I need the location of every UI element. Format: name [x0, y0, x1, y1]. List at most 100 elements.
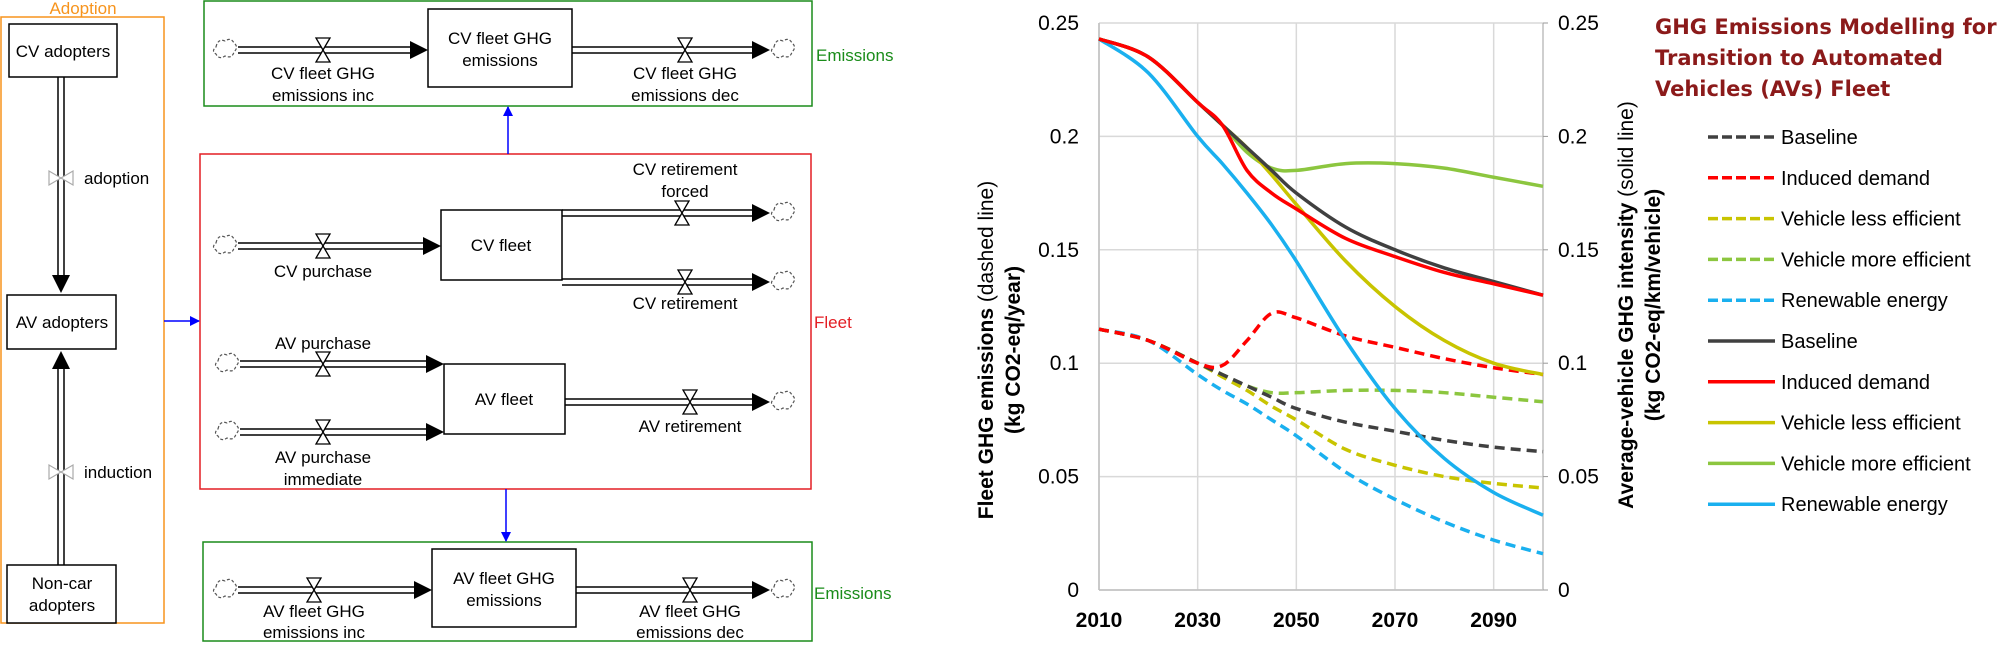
right-y-tick-label: 0.15 [1558, 239, 1599, 262]
cv-purchase-arrow-icon [423, 237, 441, 255]
series-induced-demand-dashed [1098, 310, 1544, 377]
chart-grid [1098, 22, 1544, 591]
left-y-tick-label: 0.05 [1038, 466, 1079, 489]
series-vehicle-less-efficient-dashed [1098, 327, 1544, 490]
av-purchase-immediate-label-2: immediate [284, 470, 362, 489]
chart-title-line-2: Transition to Automated [1655, 46, 1943, 70]
cv-purchase-source-cloud-icon [212, 234, 238, 255]
legend-label-induced-demand-solid: Induced demand [1781, 372, 1930, 394]
chart-title-line-1: GHG Emissions Modelling for [1655, 15, 1997, 39]
chart-legend: Baseline Induced demand Vehicle less effic… [1708, 127, 1971, 516]
adoption-flow-label: adoption [84, 169, 149, 188]
left-y-tick-label: 0.25 [1038, 12, 1079, 35]
av-retirement-sink-cloud-icon [770, 390, 796, 411]
av-purchase-label: AV purchase [275, 334, 371, 353]
av-emissions-group-label: Emissions [814, 584, 891, 603]
chart-title-line-3: Vehicles (AVs) Fleet [1655, 77, 1890, 101]
av-purchase-valve-icon [314, 351, 332, 377]
x-tick-label: 2090 [1470, 609, 1517, 632]
legend-label-baseline-solid: Baseline [1781, 331, 1858, 353]
left-axis-unit: (kg CO2-eq/year) [1002, 266, 1025, 434]
cv-retirement-arrow-icon [752, 273, 770, 291]
av-adopters-stock [6, 294, 117, 350]
cv-fleet-ghg-emissions-stock [427, 8, 573, 88]
adoption-valve-icon [48, 169, 74, 187]
cv-adopters-stock [8, 23, 118, 78]
series-vehicle-more-efficient-solid [1098, 37, 1544, 189]
right-y-tick-label: 0.05 [1558, 466, 1599, 489]
induction-arrow-icon [52, 351, 70, 369]
left-y-tick-label: 0.1 [1050, 352, 1079, 375]
right-y-tick-label: 0.25 [1558, 12, 1599, 35]
av-retirement-arrow-icon [752, 393, 770, 411]
legend-label-baseline-dashed: Baseline [1781, 127, 1858, 149]
cv-fleet-label: CV fleet [471, 236, 532, 255]
cv-emissions-inc-source-cloud-icon [212, 38, 238, 59]
cv-retirement-forced-label-1: CV retirement [633, 160, 738, 179]
cv-retirement-valve-icon [676, 269, 694, 295]
x-tick-label: 2070 [1372, 609, 1419, 632]
av-purchase-immediate-arrow-icon [426, 423, 444, 441]
right-axis-unit: (kg CO2-eq/km/vehicle) [1642, 189, 1665, 421]
av-emissions-dec-label-1: AV fleet GHG [639, 602, 741, 621]
chart-ticks: 0 0 0.05 0.05 0.1 0.1 0.15 0.15 0.2 0.2 0.25 0.25 20… [1038, 12, 1599, 632]
x-tick-label: 2010 [1076, 609, 1123, 632]
av-purchase-arrow-icon [426, 355, 444, 373]
cv-retirement-forced-sink-cloud-icon [770, 201, 796, 222]
right-axis-title: Average-vehicle GHG intensity (solid lin… [1615, 101, 1638, 509]
induction-valve-icon [48, 463, 74, 481]
cv-fleet-ghg-emissions-label-2: emissions [462, 51, 538, 70]
fleet-group-frame [199, 153, 812, 490]
left-y-tick-label: 0 [1067, 579, 1079, 602]
flow-pipes [48, 37, 796, 603]
non-car-adopters-label-2: adopters [29, 596, 95, 615]
cv-fleet-stock [440, 209, 563, 281]
cv-fleet-ghg-emissions-label-1: CV fleet GHG [448, 29, 552, 48]
series-vehicle-more-efficient-dashed [1098, 327, 1544, 404]
av-emissions-group-frame [202, 541, 813, 642]
av-emissions-inc-source-cloud-icon [212, 578, 238, 599]
av-emissions-inc-label-1: AV fleet GHG [263, 602, 365, 621]
cv-emissions-inc-arrow-icon [410, 41, 428, 59]
adoption-arrow-icon [52, 275, 70, 293]
x-tick-label: 2050 [1273, 609, 1320, 632]
av-fleet-stock [443, 363, 566, 435]
non-car-adopters-stock [6, 564, 117, 624]
series-induced-demand-solid [1098, 37, 1544, 297]
stock-flow-diagram: Adoption Emissions Fleet Emissions CV ad… [0, 0, 893, 642]
cv-purchase-label: CV purchase [274, 262, 372, 281]
av-emissions-dec-sink-cloud-icon [770, 578, 796, 599]
cv-retirement-forced-label-2: forced [661, 182, 708, 201]
av-retirement-label: AV retirement [639, 417, 742, 436]
cv-retirement-sink-cloud-icon [770, 270, 796, 291]
adoption-group-label: Adoption [49, 0, 116, 18]
left-y-tick-label: 0.2 [1050, 125, 1079, 148]
av-adopters-label: AV adopters [16, 313, 108, 332]
series-renewable-energy-solid [1098, 37, 1544, 517]
av-emissions-inc-label-2: emissions inc [263, 623, 366, 642]
cv-emissions-dec-sink-cloud-icon [770, 38, 796, 59]
cv-emissions-dec-arrow-icon [752, 41, 770, 59]
left-y-tick-label: 0.15 [1038, 239, 1079, 262]
legend-label-vehicle-more-efficient-dashed: Vehicle more efficient [1781, 249, 1971, 271]
av-emissions-inc-arrow-icon [414, 581, 432, 599]
cv-retirement-forced-arrow-icon [752, 204, 770, 222]
av-emissions-dec-label-2: emissions dec [636, 623, 744, 642]
line-chart: 0 0 0.05 0.05 0.1 0.1 0.15 0.15 0.2 0.2 0.25 0.25 20… [975, 12, 1997, 632]
av-fleet-ghg-emissions-stock [431, 548, 577, 628]
series-vehicle-less-efficient-solid [1098, 37, 1544, 377]
legend-label-induced-demand-dashed: Induced demand [1781, 168, 1930, 190]
fleet-group-label: Fleet [814, 313, 852, 332]
legend-label-renewable-energy-solid: Renewable energy [1781, 494, 1948, 516]
cv-retirement-forced-valve-icon [673, 200, 691, 226]
x-tick-label: 2030 [1174, 609, 1221, 632]
av-purchase-source-cloud-icon [214, 352, 240, 373]
cv-emissions-inc-valve-icon [314, 37, 332, 63]
cv-emissions-dec-label-2: emissions dec [631, 86, 739, 105]
av-emissions-dec-arrow-icon [752, 581, 770, 599]
induction-flow-label: induction [84, 463, 152, 482]
legend-label-vehicle-more-efficient-solid: Vehicle more efficient [1781, 453, 1971, 475]
cv-emissions-dec-label-1: CV fleet GHG [633, 64, 737, 83]
left-axis-title: Fleet GHG emissions (dashed line) [975, 181, 998, 519]
